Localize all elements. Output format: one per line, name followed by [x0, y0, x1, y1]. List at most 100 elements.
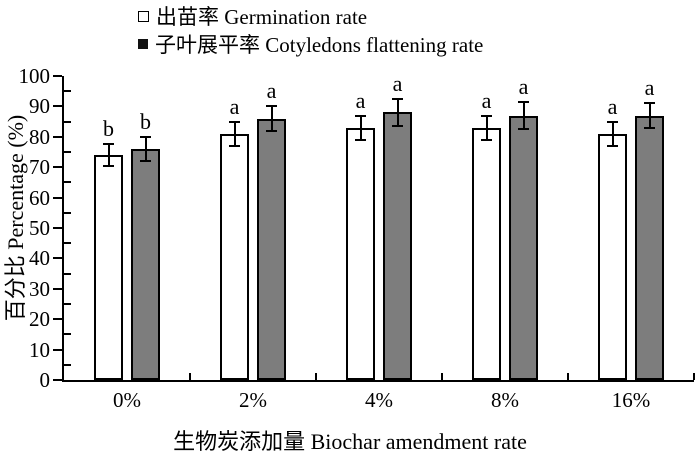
- y-tick-label: 20: [29, 307, 50, 332]
- significance-letter: a: [266, 78, 277, 104]
- bar-cotyledons: [635, 115, 664, 380]
- significance-letter: a: [644, 75, 655, 101]
- error-bar-cap: [392, 125, 403, 128]
- y-major-tick: [53, 348, 62, 351]
- y-tick-label: 0: [39, 368, 51, 392]
- y-major-tick: [53, 105, 62, 108]
- error-bar-cap: [229, 120, 240, 123]
- open-square-icon: [138, 10, 149, 22]
- y-minor-tick: [64, 242, 71, 245]
- bar-germination: [598, 133, 627, 380]
- y-minor-tick: [64, 151, 71, 153]
- y-tick-label: 60: [29, 185, 50, 210]
- y-tick-label: 80: [29, 124, 50, 149]
- error-bar-line: [648, 103, 651, 128]
- y-minor-tick: [64, 303, 71, 305]
- error-bar-cap: [481, 138, 492, 141]
- legend-label-germination: 出苗率 Germination rate: [156, 5, 368, 29]
- x-boundary-tick: [693, 373, 695, 380]
- y-minor-tick: [64, 181, 71, 184]
- error-bar-cap: [644, 126, 655, 129]
- y-major-tick: [53, 196, 62, 199]
- error-bar-line: [522, 101, 525, 130]
- error-bar-cap: [266, 129, 277, 132]
- y-major-tick: [53, 318, 62, 321]
- bar-cotyledons: [509, 115, 538, 380]
- bar-cotyledons: [131, 148, 160, 380]
- y-tick-label: 70: [29, 155, 50, 180]
- error-bar-cap: [140, 135, 151, 138]
- error-bar-line: [144, 136, 147, 162]
- y-minor-tick: [64, 90, 71, 93]
- x-tick-label: 4%: [365, 388, 393, 412]
- error-bar-cap: [518, 128, 529, 131]
- x-tick-label: 0%: [113, 388, 141, 412]
- significance-letter: a: [607, 93, 618, 119]
- legend-item-germination: 出苗率 Germination rate: [138, 2, 483, 30]
- significance-letter: a: [481, 87, 492, 113]
- y-major-tick: [53, 227, 62, 229]
- y-minor-tick: [64, 211, 71, 214]
- error-bar-cap: [607, 144, 618, 147]
- x-boundary-tick: [441, 373, 443, 380]
- error-bar-cap: [518, 100, 529, 103]
- y-major-tick: [53, 166, 62, 169]
- significance-letter: a: [392, 70, 403, 96]
- error-bar-cap: [266, 105, 277, 108]
- y-tick-label: 90: [29, 94, 50, 119]
- x-boundary-tick: [189, 373, 191, 380]
- bar-germination: [472, 127, 501, 380]
- error-bar-line: [485, 115, 488, 140]
- bar-germination: [94, 155, 123, 380]
- bar-cotyledons: [383, 112, 412, 380]
- y-tick-label: 30: [29, 276, 50, 301]
- y-minor-tick: [64, 363, 71, 366]
- error-bar-line: [270, 106, 273, 131]
- significance-letter: a: [518, 73, 529, 99]
- error-bar-cap: [355, 114, 366, 117]
- error-bar-cap: [644, 102, 655, 105]
- bar-germination: [220, 133, 249, 380]
- error-bar-cap: [481, 114, 492, 117]
- y-major-tick: [53, 135, 62, 138]
- x-boundary-tick: [315, 373, 317, 380]
- legend: 出苗率 Germination rate 子叶展平率 Cotyledons fl…: [138, 2, 483, 58]
- y-tick-label: 100: [18, 64, 51, 88]
- error-bar-cap: [392, 97, 403, 100]
- error-bar-cap: [103, 164, 114, 167]
- y-major-tick: [53, 257, 62, 260]
- significance-letter: a: [229, 93, 240, 119]
- x-tick-label: 16%: [611, 388, 651, 412]
- error-bar-line: [233, 121, 236, 146]
- error-bar-cap: [607, 120, 618, 123]
- y-major-tick: [53, 287, 62, 290]
- bar-cotyledons: [257, 118, 286, 380]
- error-bar-line: [611, 121, 614, 146]
- error-bar-cap: [103, 143, 114, 146]
- y-tick-label: 50: [29, 216, 50, 240]
- legend-item-cotyledons: 子叶展平率 Cotyledons flattening rate: [138, 30, 483, 58]
- y-major-tick: [53, 75, 62, 77]
- error-bar-cap: [229, 144, 240, 147]
- y-tick-label: 40: [29, 246, 50, 271]
- legend-label-cotyledons: 子叶展平率 Cotyledons flattening rate: [155, 33, 484, 57]
- x-boundary-tick: [567, 373, 569, 380]
- x-axis-title: 生物炭添加量 Biochar amendment rate: [173, 429, 527, 454]
- plot-area: 0 10 20 30 40 50 60 70 80 90 100 0% 2% 4% 8% 16% b a a a a b a…: [19, 64, 695, 412]
- significance-letter: b: [140, 108, 151, 134]
- y-minor-tick: [64, 333, 71, 336]
- bar-germination: [346, 127, 375, 380]
- x-tick-label: 8%: [491, 388, 519, 412]
- y-major-tick: [53, 379, 62, 381]
- significance-letter: a: [355, 87, 366, 113]
- error-bar-line: [107, 144, 110, 166]
- x-tick-label: 2%: [239, 388, 267, 412]
- y-minor-tick: [64, 120, 71, 123]
- y-minor-tick: [64, 272, 71, 275]
- error-bar-line: [359, 115, 362, 140]
- error-bar-cap: [355, 138, 366, 141]
- y-tick-label: 10: [29, 337, 50, 362]
- error-bar-cap: [140, 160, 151, 163]
- error-bar-line: [396, 98, 399, 127]
